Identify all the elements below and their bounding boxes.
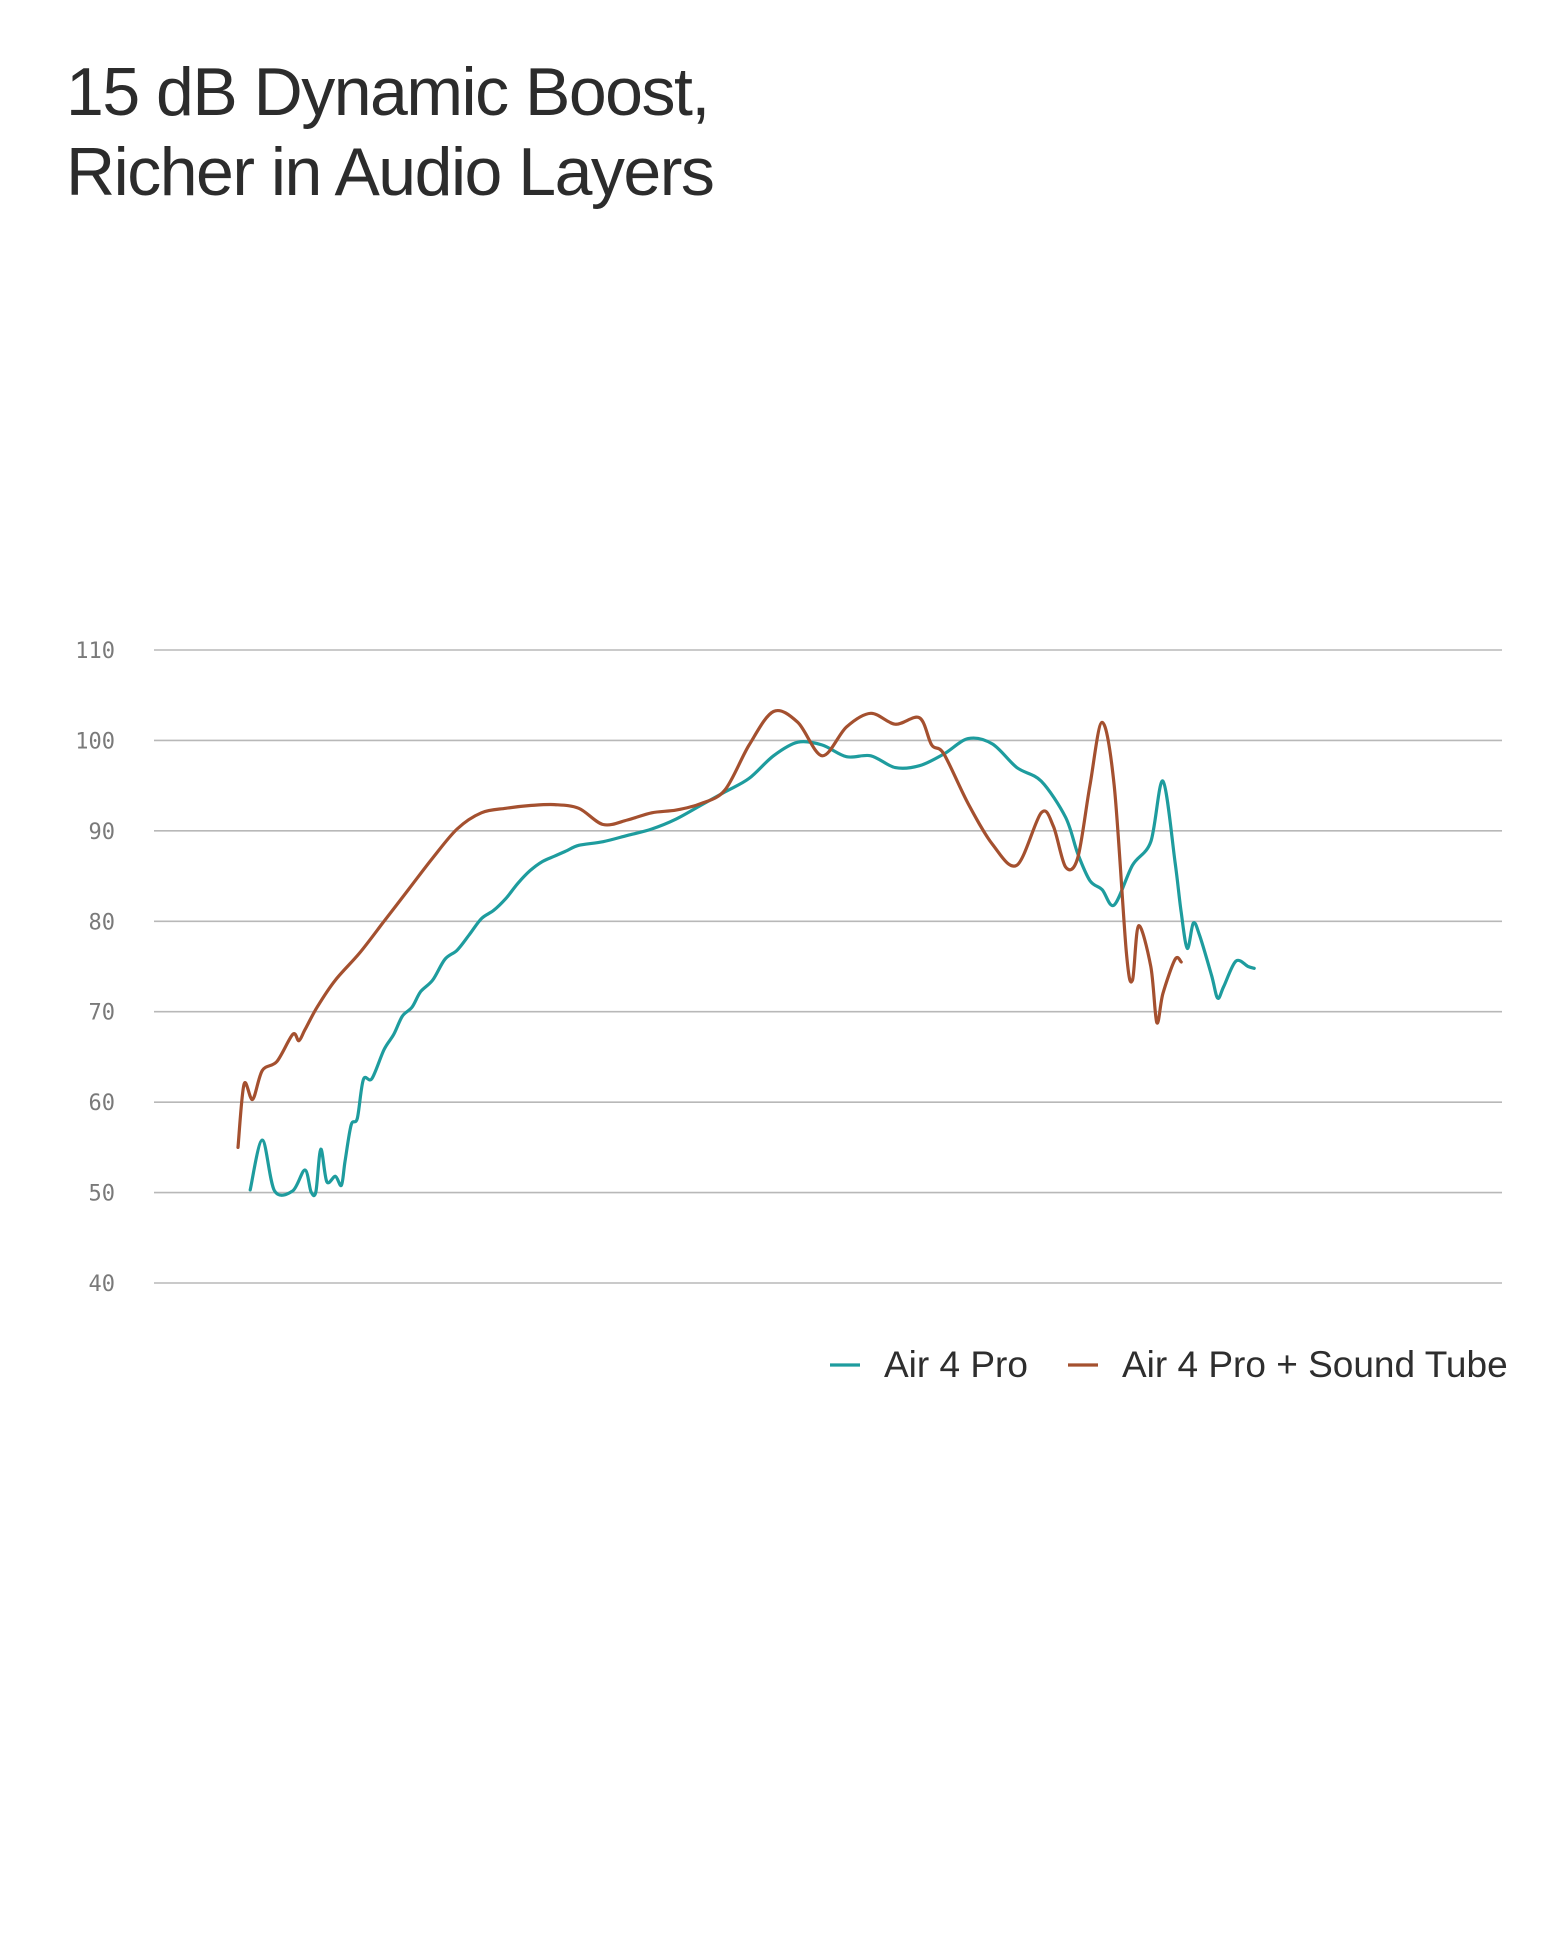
- y-tick-label: 40: [89, 1272, 116, 1297]
- legend-label: Air 4 Pro + Sound Tube: [1122, 1344, 1508, 1385]
- legend: Air 4 Pro Air 4 Pro + Sound Tube: [830, 1344, 1508, 1385]
- y-grid: [154, 649, 1502, 1284]
- y-tick-label: 80: [89, 910, 116, 935]
- y-tick-label: 60: [89, 1091, 116, 1116]
- y-tick-label: 50: [89, 1182, 116, 1207]
- chart-title: 15 dB Dynamic Boost, Richer in Audio Lay…: [66, 52, 715, 212]
- y-tick-label: 110: [75, 639, 115, 664]
- chart-title-line-1: 15 dB Dynamic Boost,: [66, 54, 710, 130]
- y-tick-label: 90: [89, 820, 116, 845]
- y-tick-label: 70: [89, 1001, 116, 1026]
- y-tick-label: 100: [75, 729, 115, 754]
- chart-title-line-2: Richer in Audio Layers: [66, 134, 715, 210]
- y-axis-ticks: 110 100 90 80 70 60 50 40: [75, 639, 115, 1297]
- legend-label: Air 4 Pro: [884, 1344, 1028, 1385]
- series-lines: [236, 709, 1256, 1198]
- series-line-air-4-pro-sound-tube: [236, 709, 1183, 1149]
- series-line-air-4-pro: [248, 736, 1256, 1198]
